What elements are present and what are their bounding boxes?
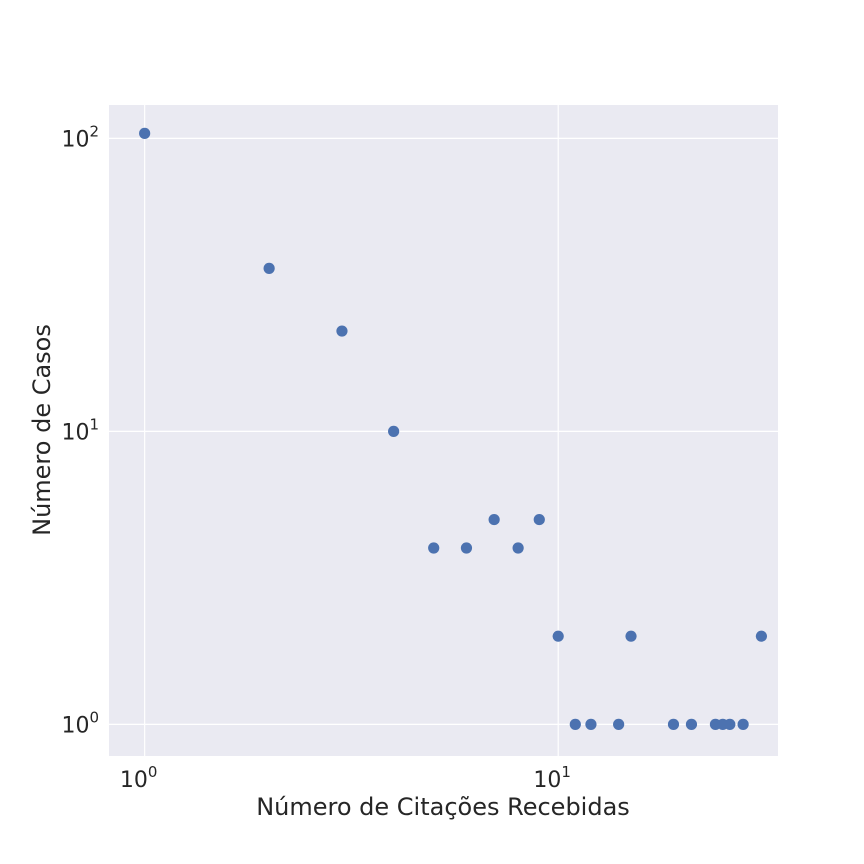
y-tick-labels: 100 101 102 bbox=[61, 122, 99, 738]
data-point bbox=[488, 513, 500, 526]
y-tick-label: 102 bbox=[61, 122, 99, 152]
data-point bbox=[625, 630, 637, 642]
data-point bbox=[533, 513, 545, 526]
data-point bbox=[667, 718, 680, 730]
data-point bbox=[755, 630, 768, 642]
data-point bbox=[512, 542, 524, 554]
data-point bbox=[263, 262, 275, 274]
data-point bbox=[552, 630, 564, 642]
data-point bbox=[724, 718, 736, 730]
data-point bbox=[569, 718, 581, 730]
x-tick-label: 101 bbox=[533, 763, 571, 793]
y-tick-label: 100 bbox=[61, 708, 99, 738]
data-point bbox=[336, 325, 348, 337]
data-point bbox=[737, 718, 749, 730]
data-point bbox=[139, 127, 151, 139]
grid-lines bbox=[109, 105, 778, 756]
data-point bbox=[388, 425, 400, 437]
y-axis-label: Número de Casos bbox=[28, 324, 56, 536]
y-tick-label: 101 bbox=[61, 415, 99, 445]
x-axis-label: Número de Citações Recebidas bbox=[256, 793, 630, 821]
x-tick-label: 100 bbox=[120, 763, 158, 793]
data-point bbox=[460, 542, 473, 554]
data-point bbox=[585, 718, 597, 730]
data-point bbox=[613, 718, 625, 730]
x-tick-labels: 100 101 bbox=[120, 763, 571, 793]
data-points bbox=[139, 127, 768, 730]
data-point bbox=[685, 718, 698, 730]
plot-background bbox=[109, 105, 778, 756]
data-point bbox=[428, 542, 440, 554]
